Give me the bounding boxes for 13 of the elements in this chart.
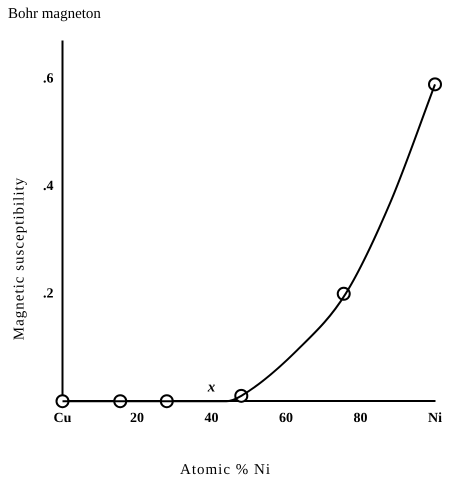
annotation: x — [206, 380, 216, 396]
x-tick-label: Cu — [54, 411, 72, 426]
chart-title: Bohr magneton — [8, 6, 101, 23]
x-tick-label: 20 — [130, 411, 144, 426]
y-tick-label: .6 — [43, 72, 54, 87]
y-tick-label: .2 — [43, 286, 54, 302]
y-tick-label: .4 — [43, 179, 54, 194]
x-tick-label: 60 — [279, 411, 293, 426]
x-tick-label: Ni — [428, 411, 442, 426]
x-tick-label: 40 — [204, 411, 218, 426]
x-axis-title: Atomic % Ni — [179, 462, 272, 479]
y-axis-title: Magnetic susceptibility — [12, 176, 28, 342]
x-tick-label: 80 — [354, 411, 368, 426]
